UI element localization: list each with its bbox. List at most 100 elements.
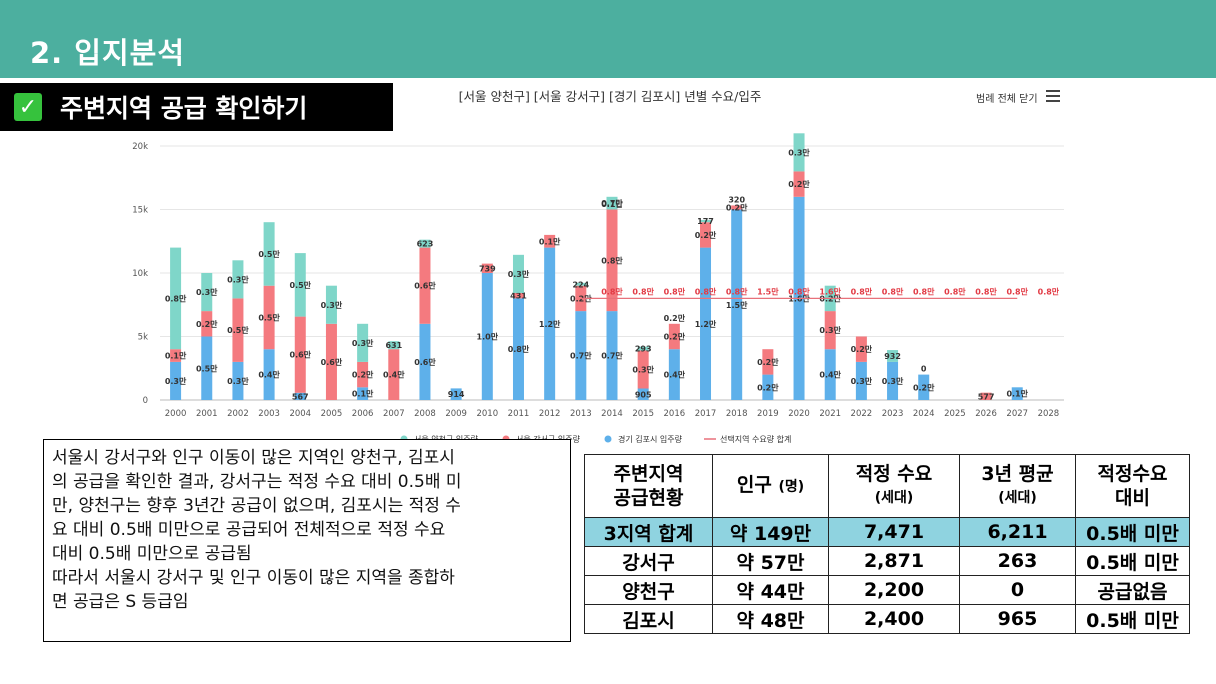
bar-segment bbox=[419, 247, 431, 324]
bar-segment bbox=[824, 311, 836, 350]
bar-segment bbox=[201, 273, 213, 312]
bar-segment bbox=[668, 349, 680, 400]
bar-data-label: 0.5만 bbox=[258, 312, 280, 322]
legend-label: 선택지역 수요량 합계 bbox=[720, 434, 791, 444]
x-tick-label: 2023 bbox=[882, 409, 904, 419]
description-line: 만, 양천구는 향후 3년간 공급이 없으며, 김포시는 적정 수 bbox=[52, 496, 461, 516]
bar-data-label: 0.3만 bbox=[227, 274, 249, 284]
line-data-label: 0.8만 bbox=[726, 286, 748, 296]
table-row: 양천구 약 44만 2,200 0 공급없음 bbox=[584, 575, 1190, 605]
description-box: 서울시 강서구와 인구 이동이 많은 지역인 양천구, 김포시 의 공급을 확인… bbox=[43, 439, 571, 642]
bar-data-label: 0.8만 bbox=[508, 344, 530, 354]
x-tick-label: 2019 bbox=[757, 409, 779, 419]
bar-segment bbox=[700, 247, 712, 400]
table-cell: 6,211 bbox=[959, 517, 1076, 547]
description-line: 요 대비 0.5배 미만으로 공급되어 전체적으로 적정 수요 bbox=[52, 520, 446, 540]
table-cell: 김포시 bbox=[584, 604, 713, 634]
x-tick-label: 2017 bbox=[695, 409, 717, 419]
bar-data-label: 431 bbox=[510, 292, 527, 301]
y-tick-label: 5k bbox=[138, 333, 148, 343]
bar-segment bbox=[544, 247, 556, 400]
bar-data-label: 0.6만 bbox=[414, 281, 436, 291]
header-unit: (세대) bbox=[998, 490, 1037, 506]
bar-segment bbox=[201, 336, 213, 400]
bar-data-label: 0.2만 bbox=[851, 344, 873, 354]
bar-data-label: 0.3만 bbox=[321, 300, 343, 310]
supply-chart: 0 5k 10k 15k 20k 0.3만 0.1만 0.8만 2000 0.5만 0.2만 0.3만… bbox=[132, 133, 1064, 444]
bar-segment bbox=[357, 323, 369, 362]
legend-label: 경기 김포시 입주량 bbox=[618, 434, 683, 444]
x-tick-label: 2003 bbox=[258, 409, 280, 419]
header-line: 대비 bbox=[1115, 487, 1150, 509]
bar-segment bbox=[887, 361, 899, 400]
bar-segment bbox=[575, 282, 587, 286]
bar-data-label: 0.1만 bbox=[601, 199, 623, 209]
header-line: 공급현황 bbox=[613, 487, 684, 509]
bar-data-label: 0.2만 bbox=[695, 230, 717, 240]
table-cell: 0 bbox=[959, 575, 1076, 605]
bar-data-label: 0.1만 bbox=[352, 389, 374, 399]
bar-data-label: 0.2만 bbox=[757, 382, 779, 392]
table-row: 3지역 합계 약 149만 7,471 6,211 0.5배 미만 bbox=[584, 517, 1190, 547]
bar-segment bbox=[855, 336, 867, 362]
bar-segment bbox=[325, 323, 337, 400]
line-data-label: 0.8만 bbox=[1006, 286, 1028, 296]
bar-segment bbox=[731, 205, 743, 210]
bar-segment bbox=[232, 260, 244, 299]
x-tick-label: 2025 bbox=[944, 409, 966, 419]
x-tick-label: 2024 bbox=[913, 409, 935, 419]
bar-data-label: 0.3만 bbox=[851, 376, 873, 386]
bar-segment bbox=[263, 222, 275, 286]
x-tick-label: 2028 bbox=[1038, 409, 1060, 419]
bar-data-label: 0.6만 bbox=[290, 350, 312, 360]
bar-segment bbox=[388, 341, 400, 350]
legend-toggle-button[interactable]: 범례 전체 닫기 bbox=[976, 94, 1038, 105]
table-cell: 2,871 bbox=[828, 546, 960, 576]
bar-data-label: 0.3만 bbox=[819, 325, 841, 335]
bar-data-label: 0.7만 bbox=[570, 351, 592, 361]
table-row: 강서구 약 57만 2,871 263 0.5배 미만 bbox=[584, 546, 1190, 576]
bar-data-label: 177 bbox=[697, 217, 714, 226]
table-cell: 약 149만 bbox=[712, 517, 829, 547]
sub-banner-label: 주변지역 공급 확인하기 bbox=[60, 94, 308, 123]
column-header: 적정 수요 (세대) bbox=[828, 454, 960, 518]
bar-segment bbox=[357, 387, 369, 400]
bar-data-label: 0.5만 bbox=[196, 363, 218, 373]
description-line: 서울시 강서구와 인구 이동이 많은 지역인 양천구, 김포시 bbox=[52, 448, 455, 468]
legend-marker bbox=[604, 435, 612, 443]
bar-data-label: 0.3만 bbox=[165, 376, 187, 386]
bar-data-label: 0.2만 bbox=[664, 313, 686, 323]
line-data-label: 0.8만 bbox=[882, 286, 904, 296]
x-tick-label: 2013 bbox=[570, 409, 592, 419]
bar-segment bbox=[855, 361, 867, 400]
bar-data-label: 0.3만 bbox=[227, 376, 249, 386]
x-tick-label: 2022 bbox=[851, 409, 873, 419]
x-tick-label: 2015 bbox=[632, 409, 654, 419]
bar-segment bbox=[637, 388, 649, 400]
line-data-label: 1.6만 bbox=[819, 286, 841, 296]
bar-segment bbox=[325, 285, 337, 324]
header-unit: (세대) bbox=[874, 490, 914, 506]
table-cell: 0.5배 미만 bbox=[1075, 604, 1190, 634]
bar-data-label: 0.2만 bbox=[788, 179, 810, 189]
bar-segment bbox=[544, 234, 556, 248]
bar-segment bbox=[263, 349, 275, 400]
bar-data-label: 0.5만 bbox=[227, 325, 249, 335]
x-tick-label: 2006 bbox=[352, 409, 374, 419]
bar-data-label: 0.6만 bbox=[321, 357, 343, 367]
bar-segment bbox=[700, 219, 712, 223]
bar-segment bbox=[980, 392, 992, 400]
bar-data-label: 932 bbox=[884, 352, 901, 361]
section-title: 2. 입지분석 bbox=[30, 36, 186, 70]
hamburger-menu-icon[interactable] bbox=[1046, 90, 1060, 102]
table-cell: 2,400 bbox=[828, 604, 960, 634]
x-tick-label: 2004 bbox=[289, 409, 311, 419]
line-data-label: 0.8만 bbox=[851, 286, 873, 296]
bar-data-label: 0.5만 bbox=[290, 280, 312, 290]
x-tick-label: 2005 bbox=[321, 409, 343, 419]
line-data-label: 0.8만 bbox=[601, 286, 623, 296]
bar-segment bbox=[170, 247, 182, 350]
line-data-label: 0.8만 bbox=[788, 286, 810, 296]
bar-data-label: 0.3만 bbox=[788, 147, 810, 157]
x-tick-label: 2016 bbox=[664, 409, 686, 419]
